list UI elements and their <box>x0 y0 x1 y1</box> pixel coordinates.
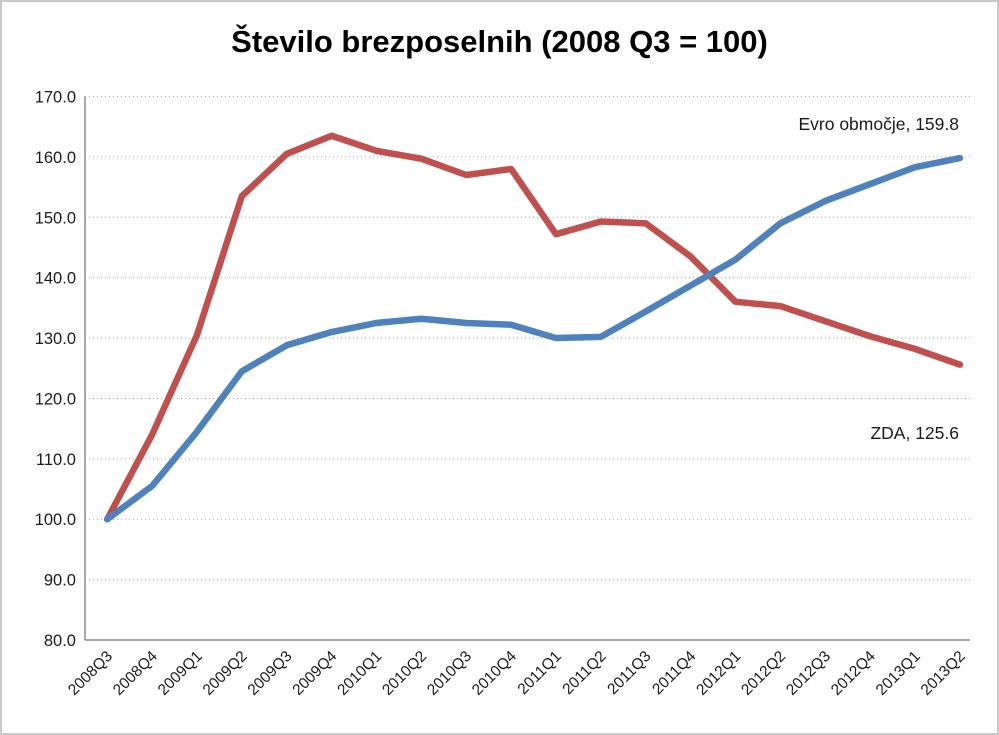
x-axis-tick-label: 2011Q4 <box>649 648 699 698</box>
y-axis-tick-label: 160.0 <box>35 149 76 167</box>
x-axis-tick-label: 2012Q4 <box>828 648 879 699</box>
y-axis-tick-label: 150.0 <box>35 209 76 227</box>
x-axis-tick-label: 2011Q2 <box>559 648 609 698</box>
x-axis-tick-label: 2012Q2 <box>738 648 789 699</box>
x-axis-tick-label: 2010Q2 <box>379 648 430 699</box>
x-axis-tick-label: 2011Q1 <box>515 648 565 698</box>
series-line-evro-obmo-je <box>103 154 964 523</box>
x-axis-tick-label: 2013Q1 <box>873 648 924 699</box>
y-axis-tick-label: 170.0 <box>35 89 76 107</box>
x-axis-tick-label: 2010Q3 <box>424 648 475 699</box>
y-axis-tick-label: 130.0 <box>35 330 76 348</box>
y-axis-tick-label: 110.0 <box>36 451 76 469</box>
series-line-zda <box>103 132 964 523</box>
y-axis-tick-label: 100.0 <box>35 511 76 529</box>
x-axis-tick-label: 2010Q4 <box>469 648 520 699</box>
series-data-label-zda: ZDA, 125.6 <box>870 423 959 443</box>
series-data-label-eurozone: Evro območje, 159.8 <box>798 114 959 134</box>
x-axis-tick-label: 2009Q2 <box>200 648 251 699</box>
y-axis-tick-label: 140.0 <box>35 270 76 288</box>
x-axis-tick-label: 2012Q3 <box>783 648 834 699</box>
y-axis-tick-label: 90.0 <box>44 572 76 590</box>
x-axis-tick-label: 2010Q1 <box>334 648 385 699</box>
x-axis-tick-label: 2008Q4 <box>110 648 161 699</box>
x-axis-tick-label: 2008Q3 <box>65 648 116 699</box>
x-axis-tick-label: 2009Q3 <box>245 648 296 699</box>
y-axis-tick-label: 80.0 <box>44 632 76 650</box>
x-axis-tick-label: 2012Q1 <box>693 648 744 699</box>
x-axis-tick-label: 2009Q1 <box>155 648 206 699</box>
y-axis-tick-label: 120.0 <box>35 390 76 408</box>
x-axis-tick-label: 2013Q2 <box>918 648 969 699</box>
x-axis-tick-label: 2011Q3 <box>604 648 654 698</box>
x-axis-tick-label: 2009Q4 <box>289 648 340 699</box>
chart-title: Število brezposelnih (2008 Q3 = 100) <box>231 24 768 59</box>
